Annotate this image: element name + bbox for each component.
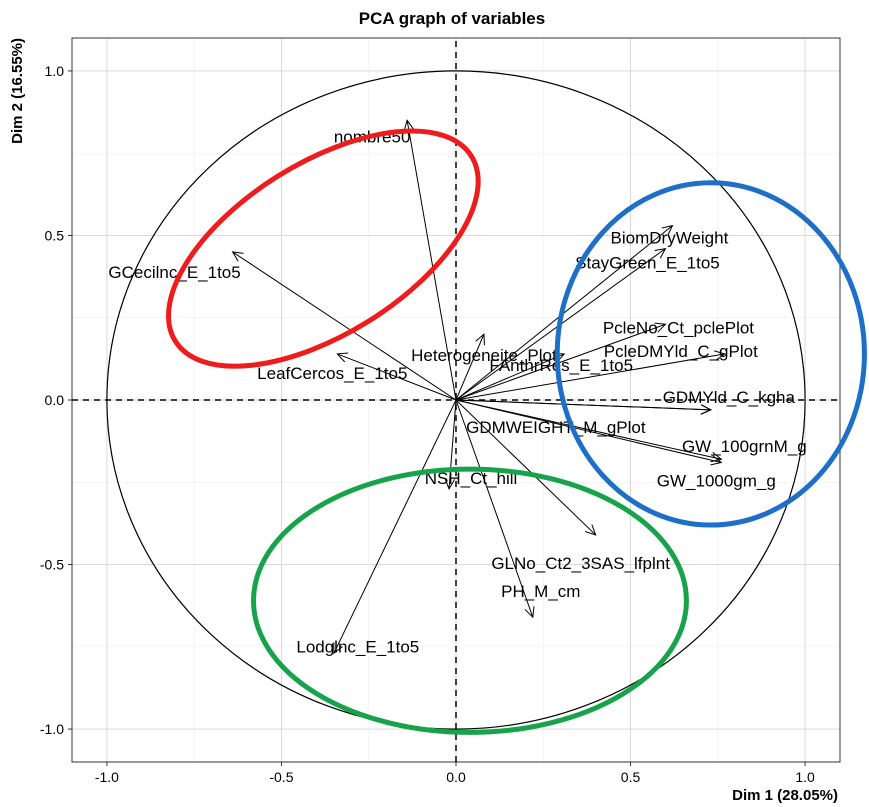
y-tick-label: 1.0 bbox=[45, 63, 65, 79]
variable-arrowhead bbox=[714, 350, 726, 361]
variable-label: LeafCercos_E_1to5 bbox=[257, 364, 407, 383]
variable-arrowhead bbox=[403, 119, 414, 131]
variable-arrow bbox=[455, 323, 666, 401]
variable-arrow bbox=[455, 399, 722, 464]
variable-arrowhead bbox=[333, 642, 343, 655]
variable-arrowhead bbox=[700, 404, 712, 415]
variable-arrowhead bbox=[231, 251, 244, 262]
x-axis-title: Dim 1 (28.05%) bbox=[732, 787, 838, 804]
variable-arrowhead bbox=[444, 478, 455, 491]
x-tick-label: -0.5 bbox=[269, 769, 293, 785]
variable-label: GW_100grnM_g bbox=[682, 437, 807, 456]
variable-label: PcleDMYld_C_gPlot bbox=[604, 342, 758, 361]
x-tick-label: -1.0 bbox=[95, 769, 119, 785]
highlight-ellipse-1 bbox=[166, 128, 481, 369]
variable-arrow bbox=[333, 399, 457, 654]
variable-label: NSH_Ct_hill bbox=[425, 469, 518, 488]
variable-arrowhead bbox=[524, 606, 535, 619]
variable-arrowhead bbox=[585, 524, 597, 536]
variable-arrow bbox=[455, 353, 725, 401]
y-tick-label: -1.0 bbox=[40, 721, 64, 737]
variable-label: GLNo_Ct2_3SAS_lfplnt bbox=[491, 554, 670, 573]
y-axis-title: Dim 2 (16.55%) bbox=[9, 38, 26, 144]
plot-area: -1.0 -0.5 0.0 0.5 1.0-1.0-0.50.00.51.0nombre… bbox=[40, 37, 867, 785]
variable-arrowhead bbox=[654, 322, 667, 333]
variable-label: GCecilnc_E_1to5 bbox=[108, 263, 240, 282]
variable-label: BiomDryWeight bbox=[611, 229, 729, 248]
highlight-ellipse-2 bbox=[554, 180, 867, 528]
variable-label: GDMYld_C_kgha bbox=[663, 388, 796, 407]
variable-arrow bbox=[455, 353, 565, 401]
variable-arrowhead bbox=[475, 333, 485, 346]
variable-arrow bbox=[455, 399, 534, 618]
variable-arrow bbox=[448, 399, 457, 489]
variable-label: PH_M_cm bbox=[501, 582, 580, 601]
variable-arrow bbox=[455, 399, 722, 460]
variable-label: Lodglnc_E_1to5 bbox=[296, 637, 419, 656]
variable-label: Heterogeneite_Plot bbox=[411, 346, 557, 365]
variable-arrow bbox=[337, 353, 457, 401]
y-tick-label: 0.0 bbox=[45, 392, 65, 408]
variable-arrowhead bbox=[710, 455, 723, 466]
variable-arrowhead bbox=[661, 224, 674, 236]
x-tick-label: 0.0 bbox=[446, 769, 466, 785]
variable-label: StayGreen_E_1to5 bbox=[575, 254, 720, 273]
variable-label: FAnthrRes_E_1to5 bbox=[489, 356, 633, 375]
y-tick-label: -0.5 bbox=[40, 557, 64, 573]
highlight-ellipse-3 bbox=[251, 466, 689, 735]
x-tick-label: 0.5 bbox=[621, 769, 641, 785]
y-tick-label: 0.5 bbox=[45, 227, 65, 243]
variable-label: GW_1000gm_g bbox=[657, 472, 776, 491]
x-tick-label: 1.0 bbox=[795, 769, 815, 785]
variable-arrow bbox=[406, 120, 457, 401]
variable-arrow bbox=[232, 251, 457, 401]
variable-arrow bbox=[455, 333, 485, 401]
variable-label: GDMWEIGHT_M_gPlot bbox=[466, 418, 646, 437]
chart-title: PCA graph of variables bbox=[359, 9, 545, 28]
variable-arrowhead bbox=[336, 352, 349, 363]
variable-arrowhead bbox=[654, 247, 667, 259]
variable-label: PcleNo_Ct_pclePlot bbox=[603, 318, 754, 337]
variable-arrow bbox=[455, 399, 711, 411]
variable-arrow bbox=[455, 399, 596, 536]
